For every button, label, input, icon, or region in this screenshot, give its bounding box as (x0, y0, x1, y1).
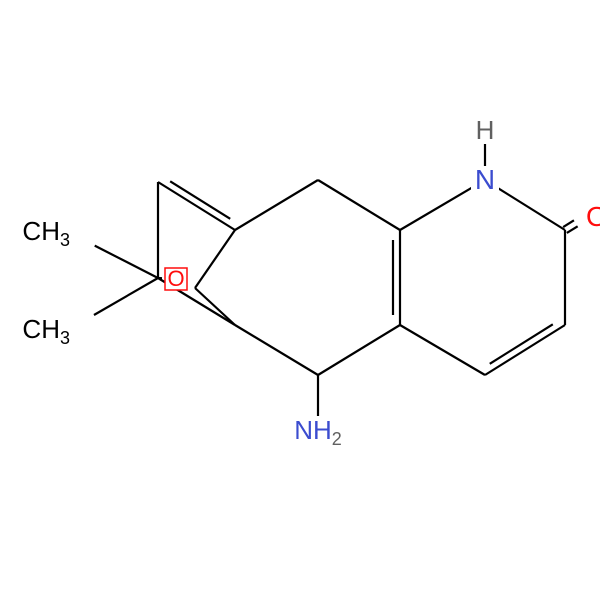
svg-text:O: O (586, 201, 600, 232)
molecule-diagram: HNONH2OCH3CH3 (0, 0, 600, 600)
svg-text:N: N (475, 164, 495, 195)
svg-text:H: H (476, 115, 495, 145)
svg-text:O: O (167, 266, 184, 291)
